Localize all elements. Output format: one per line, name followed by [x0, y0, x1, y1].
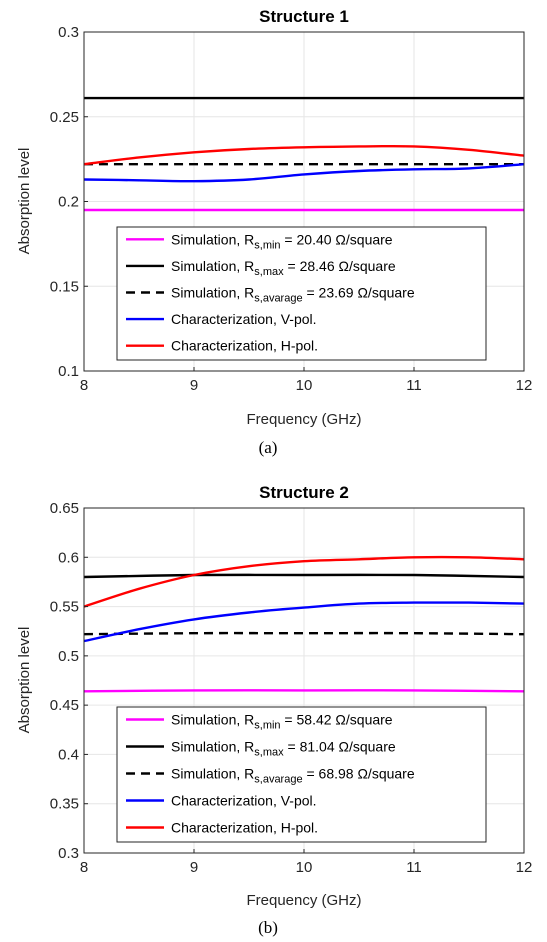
series-line-4 — [83, 144, 525, 166]
y-tick-label: 0.3 — [58, 24, 79, 41]
x-tick-label: 11 — [406, 377, 422, 394]
y-axis-label: Absorption level — [16, 148, 33, 255]
x-tick-label: 10 — [296, 377, 313, 394]
x-tick-label: 9 — [190, 377, 198, 394]
x-tick-label: 12 — [516, 377, 533, 394]
legend: Simulation, Rs,min = 20.40 Ω/square Simul… — [116, 226, 487, 361]
legend-entry: Simulation, Rs,avarage = 68.98 Ω/square — [171, 766, 415, 786]
legend-entry: Characterization, V-pol. — [171, 311, 317, 327]
y-tick-label: 0.65 — [50, 500, 79, 517]
x-tick-label: 12 — [516, 859, 533, 876]
series-line-3 — [83, 163, 525, 183]
y-tick-label: 0.6 — [58, 549, 79, 566]
legend-entry: Characterization, V-pol. — [171, 793, 317, 809]
legend-entry: Simulation, Rs,min = 20.40 Ω/square — [171, 231, 393, 251]
legend-entry: Simulation, Rs,max = 81.04 Ω/square — [171, 739, 396, 759]
series-line-2 — [83, 631, 525, 636]
y-tick-label: 0.5 — [58, 648, 79, 665]
x-tick-label: 10 — [296, 859, 313, 876]
x-tick-label: 11 — [406, 859, 422, 876]
series-lines — [83, 555, 525, 693]
legend-entry: Simulation, Rs,max = 28.46 Ω/square — [171, 258, 396, 278]
y-tick-label: 0.2 — [58, 194, 79, 211]
tick-labels: 8 9 10 11 12 0.3 0.35 0.4 0.45 0.5 0.55 0.6 0.65 — [50, 500, 533, 876]
series-line-4 — [83, 555, 525, 608]
legend-entry: Characterization, H-pol. — [171, 820, 318, 836]
caption: (b) — [258, 918, 278, 937]
x-tick-label: 9 — [190, 859, 198, 876]
y-tick-label: 0.15 — [50, 278, 79, 295]
chart-structure-2: Structure 2 8 9 10 11 12 0.3 0.35 0.4 0.45 0.5 0.5… — [16, 483, 532, 937]
y-tick-label: 0.1 — [58, 363, 79, 380]
x-tick-label: 8 — [80, 377, 88, 394]
y-tick-label: 0.55 — [50, 599, 79, 616]
series-line-1 — [83, 573, 525, 579]
x-axis-label: Frequency (GHz) — [246, 411, 361, 428]
legend-entry: Simulation, Rs,avarage = 23.69 Ω/square — [171, 285, 415, 305]
chart-structure-1: Structure 1 8 9 10 11 12 0.1 0.15 0.2 0.25 0.3 Fr… — [16, 7, 532, 457]
legend-box — [116, 706, 487, 843]
y-axis-label: Absorption level — [16, 627, 33, 734]
series-line-0 — [83, 689, 525, 693]
caption: (a) — [259, 438, 278, 457]
y-tick-label: 0.3 — [58, 845, 79, 862]
y-tick-label: 0.4 — [58, 746, 79, 763]
x-tick-label: 8 — [80, 859, 88, 876]
legend-entry: Characterization, H-pol. — [171, 338, 318, 354]
y-tick-label: 0.45 — [50, 697, 79, 714]
series-lines — [83, 96, 525, 212]
legend: Simulation, Rs,min = 58.42 Ω/square Simul… — [116, 706, 487, 843]
series-line-3 — [83, 601, 525, 643]
chart-title: Structure 2 — [259, 483, 349, 502]
tick-labels: 8 9 10 11 12 0.1 0.15 0.2 0.25 0.3 — [50, 24, 533, 394]
y-tick-label: 0.25 — [50, 109, 79, 126]
chart-title: Structure 1 — [259, 7, 349, 26]
legend-entry: Simulation, Rs,min = 58.42 Ω/square — [171, 712, 393, 732]
x-axis-label: Frequency (GHz) — [246, 892, 361, 909]
y-tick-label: 0.35 — [50, 796, 79, 813]
legend-box — [116, 226, 487, 361]
